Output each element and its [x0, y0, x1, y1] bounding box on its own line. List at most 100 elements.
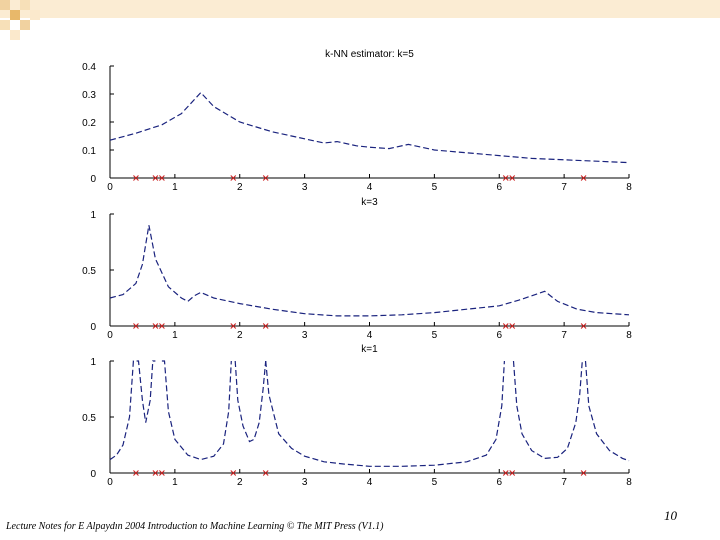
density-curve-segment [161, 360, 232, 461]
marker-stroke [152, 323, 159, 329]
data-point-marker [580, 175, 587, 181]
data-point-marker [580, 323, 587, 329]
marker-stroke [230, 175, 237, 181]
marker-stroke [580, 470, 587, 476]
density-curve-segment [234, 360, 267, 443]
marker-stroke [262, 323, 269, 329]
x-tick-label: 4 [367, 330, 373, 341]
data-point-marker [230, 175, 237, 181]
marker-stroke [159, 323, 165, 329]
y-tick-label: 1 [90, 357, 96, 368]
y-tick-label: 0.3 [82, 90, 96, 101]
data-point-marker [159, 175, 165, 181]
x-tick-label: 4 [367, 182, 373, 193]
x-tick-label: 3 [302, 182, 308, 193]
chart-title: k-NN estimator: k=5 [325, 49, 414, 60]
marker-stroke [262, 470, 269, 476]
data-point-marker [152, 175, 159, 181]
deco-square-2 [10, 10, 20, 20]
slide-header-decoration [0, 0, 720, 40]
y-tick-label: 0.2 [82, 118, 96, 129]
y-tick-label: 0.1 [82, 146, 96, 157]
data-point-marker [509, 323, 516, 329]
y-tick-label: 1 [90, 210, 96, 221]
page-number: 10 [664, 508, 677, 523]
data-point-marker [509, 175, 516, 181]
y-tick-label: 0 [90, 174, 96, 185]
x-tick-label: 5 [432, 477, 438, 488]
marker-stroke [509, 470, 516, 476]
marker-stroke [133, 175, 139, 181]
data-point-marker [509, 470, 516, 476]
marker-stroke [152, 470, 159, 476]
x-tick-label: 6 [496, 182, 502, 193]
y-tick-label: 0.5 [82, 413, 96, 424]
x-tick-label: 1 [172, 330, 178, 341]
marker-stroke [152, 175, 159, 181]
chart-panel-2: k=3 0 1 2 3 4 5 6 7 8 0 0.5 1 [82, 197, 632, 341]
marker-stroke [159, 175, 165, 181]
marker-stroke [262, 175, 269, 181]
marker-stroke [509, 323, 516, 329]
marker-stroke [230, 323, 237, 329]
marker-stroke [230, 470, 237, 476]
data-point-marker [262, 470, 269, 476]
x-tick-label: 3 [302, 330, 308, 341]
x-tick-label: 3 [302, 477, 308, 488]
x-tick-label: 7 [561, 330, 567, 341]
x-tick-label: 1 [172, 182, 178, 193]
marker-stroke [580, 175, 587, 181]
x-tick-label: 2 [237, 477, 243, 488]
x-tick-label: 5 [432, 182, 438, 193]
x-tick-label: 2 [237, 182, 243, 193]
data-point-marker [502, 175, 509, 181]
x-tick-label: 0 [107, 330, 113, 341]
data-point-marker [133, 323, 139, 329]
data-point-marker [230, 470, 237, 476]
density-curve-segment [109, 360, 156, 461]
deco-square-6 [30, 10, 40, 20]
chart-title: k=3 [361, 197, 378, 208]
data-point-marker [262, 323, 269, 329]
data-point-marker [152, 470, 159, 476]
y-tick-label: 0.4 [82, 62, 96, 73]
deco-square-4 [0, 20, 10, 30]
chart-title: k=1 [361, 344, 378, 355]
x-tick-label: 8 [626, 182, 632, 193]
density-curve-segment [109, 225, 630, 317]
marker-stroke [133, 323, 139, 329]
data-point-marker [133, 470, 139, 476]
x-tick-label: 4 [367, 477, 373, 488]
data-point-marker [262, 175, 269, 181]
x-tick-label: 8 [626, 477, 632, 488]
chart-panel-3: k=1 0 1 2 3 4 5 6 7 8 0 0.5 1 [82, 344, 632, 488]
x-tick-label: 0 [107, 477, 113, 488]
marker-stroke [509, 175, 516, 181]
density-curve-segment [109, 91, 630, 164]
marker-stroke [159, 470, 165, 476]
marker-stroke [502, 175, 509, 181]
marker-stroke [502, 470, 509, 476]
x-tick-label: 6 [496, 330, 502, 341]
marker-stroke [580, 323, 587, 329]
marker-stroke [502, 323, 509, 329]
slide-footer: Lecture Notes for E Alpaydın 2004 Introd… [6, 521, 384, 532]
deco-square-1 [0, 0, 10, 10]
density-curve-segment [512, 360, 583, 460]
x-tick-label: 6 [496, 477, 502, 488]
data-point-marker [152, 323, 159, 329]
deco-square-3 [20, 0, 30, 10]
x-tick-label: 2 [237, 330, 243, 341]
y-tick-label: 0 [90, 469, 96, 480]
deco-square-5 [20, 20, 30, 30]
deco-square-7 [10, 30, 20, 40]
chart-panel-1: k-NN estimator: k=5 0 1 2 3 4 5 6 7 8 0 0.1 0.2 0.3 0.… [82, 49, 632, 193]
data-point-marker [230, 323, 237, 329]
y-tick-label: 0 [90, 322, 96, 333]
density-curve-segment [265, 360, 505, 467]
data-point-marker [133, 175, 139, 181]
data-point-marker [502, 323, 509, 329]
header-gradient-band [0, 0, 720, 18]
y-tick-label: 0.5 [82, 266, 96, 277]
x-tick-label: 1 [172, 477, 178, 488]
